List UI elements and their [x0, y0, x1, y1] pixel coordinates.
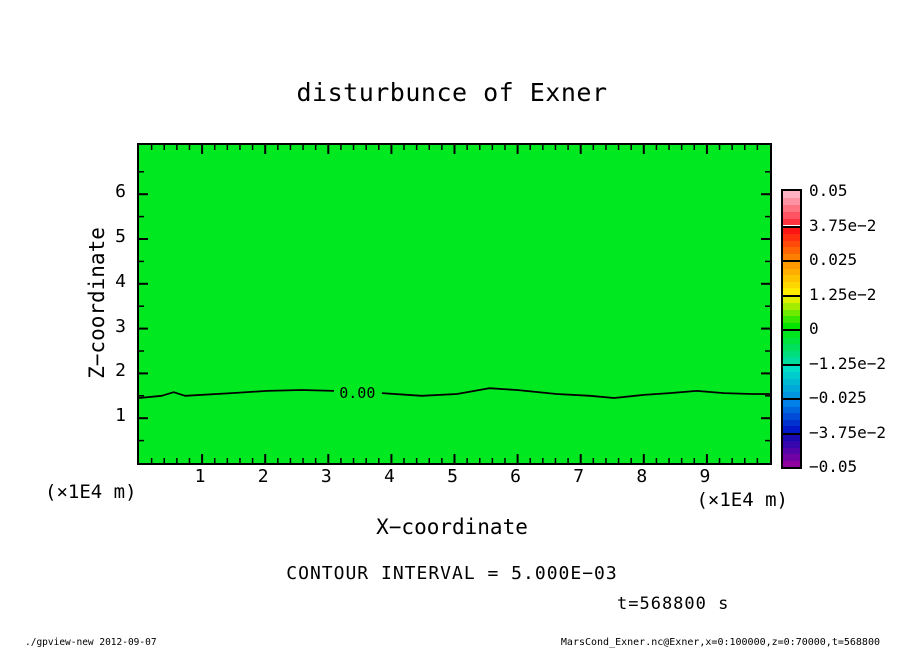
- colorbar: [781, 189, 802, 469]
- colorbar-band: [783, 303, 800, 310]
- x-tick-label: 8: [636, 466, 648, 487]
- colorbar-band: [783, 253, 800, 260]
- colorbar-band: [783, 426, 800, 433]
- colorbar-band: [783, 350, 800, 357]
- colorbar-band: [783, 322, 800, 329]
- x-axis-unit-label: (×1E4 m): [696, 489, 788, 511]
- colorbar-cell: [783, 329, 800, 364]
- x-tick-label: 6: [510, 466, 522, 487]
- colorbar-band: [783, 372, 800, 379]
- colorbar-band: [783, 296, 800, 303]
- colorbar-band: [783, 316, 800, 323]
- colorbar-label: −0.05: [809, 457, 858, 476]
- footer-command-line: ./gpview-new 2012-09-07: [25, 637, 157, 648]
- colorbar-band: [783, 234, 800, 241]
- x-tick-label: 1: [194, 466, 206, 487]
- colorbar-band: [783, 262, 800, 269]
- colorbar-band: [783, 268, 800, 275]
- colorbar-cell: [783, 294, 800, 329]
- colorbar-band: [783, 357, 800, 364]
- colorbar-band: [783, 400, 800, 407]
- colorbar-band: [783, 211, 800, 219]
- page-title: disturbunce of Exner: [296, 78, 608, 107]
- x-tick-label: 5: [447, 466, 458, 487]
- time-label: t=568800 s: [617, 594, 730, 614]
- colorbar-label: 1.25e−2: [809, 284, 877, 304]
- colorbar-band: [783, 454, 800, 461]
- colorbar-band: [783, 275, 800, 282]
- colorbar-band: [783, 281, 800, 288]
- colorbar-label: 0: [809, 319, 819, 338]
- contour-line: [381, 387, 770, 399]
- colorbar-band: [783, 391, 800, 398]
- x-tick-label: 4: [383, 466, 395, 487]
- contour-interval-note: CONTOUR INTERVAL = 5.000E−03: [286, 563, 618, 584]
- colorbar-band: [783, 434, 800, 441]
- x-tick-label: 7: [573, 466, 585, 487]
- colorbar-band: [783, 197, 800, 205]
- footer-source-info: MarsCond_Exner.nc@Exner,x=0:100000,z=0:7…: [560, 637, 880, 648]
- colorbar-band: [783, 447, 800, 454]
- colorbar-band: [783, 406, 800, 413]
- z-tick-label: 6: [115, 181, 126, 203]
- colorbar-label: −1.25e−2: [809, 353, 887, 373]
- colorbar-band: [783, 309, 800, 316]
- colorbar-band: [783, 204, 800, 212]
- z-tick-label: 2: [115, 360, 126, 382]
- colorbar-label: 0.025: [809, 250, 858, 269]
- z-axis-unit-label: (×1E4 m): [45, 481, 137, 503]
- colorbar-band: [783, 240, 800, 247]
- colorbar-cell: [783, 398, 800, 433]
- z-tick-label: 3: [115, 315, 126, 337]
- colorbar-band: [783, 385, 800, 392]
- contour-line-label: 0.00: [339, 383, 376, 402]
- colorbar-label: 0.05: [809, 181, 848, 200]
- colorbar-band: [783, 441, 800, 448]
- x-tick-label: 3: [320, 466, 332, 487]
- z-tick-label: 5: [115, 226, 126, 247]
- colorbar-cell: [783, 260, 800, 295]
- plot-area: 0.00: [137, 143, 772, 465]
- colorbar-cell: [783, 432, 800, 467]
- colorbar-cell: [783, 225, 800, 260]
- contour-line: [139, 389, 335, 399]
- z-tick-label: 4: [115, 270, 126, 292]
- colorbar-band: [783, 337, 800, 344]
- colorbar-label: 3.75e−2: [809, 215, 877, 235]
- x-axis-label: X−coordinate: [376, 515, 528, 539]
- z-tick-label: 1: [115, 405, 126, 427]
- colorbar-label: −0.025: [809, 388, 867, 407]
- colorbar-band: [783, 227, 800, 234]
- colorbar-band: [783, 460, 800, 467]
- colorbar-band: [783, 191, 800, 198]
- plot-canvas: [139, 145, 770, 463]
- colorbar-cell: [783, 363, 800, 398]
- colorbar-band: [783, 247, 800, 254]
- colorbar-label: −3.75e−2: [809, 422, 887, 442]
- x-tick-label: 9: [699, 466, 711, 487]
- colorbar-band: [783, 365, 800, 372]
- colorbar-band: [783, 413, 800, 420]
- colorbar-cell: [783, 191, 800, 226]
- x-tick-label: 2: [257, 466, 269, 487]
- colorbar-band: [783, 344, 800, 351]
- colorbar-band: [783, 378, 800, 385]
- colorbar-band: [783, 288, 800, 295]
- colorbar-band: [783, 331, 800, 338]
- colorbar-band: [783, 218, 800, 226]
- colorbar-band: [783, 419, 800, 426]
